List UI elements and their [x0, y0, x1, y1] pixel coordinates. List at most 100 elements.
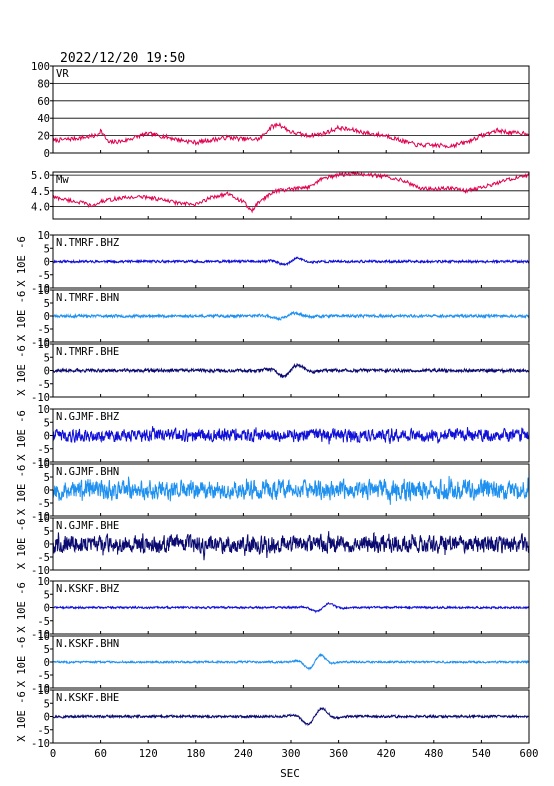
series-line [52, 653, 530, 671]
y-tick-label: 10 [37, 230, 50, 242]
series-line [52, 256, 530, 267]
y-tick-label: 0 [44, 366, 50, 378]
panel-name-label: N.KSKF.BHE [56, 692, 119, 704]
y-tick-label: -10 [31, 565, 50, 577]
y-tick-label: 20 [37, 131, 50, 143]
y-tick-label: 5 [44, 472, 50, 484]
y-tick-label: 0 [44, 657, 50, 669]
panel-frame [52, 65, 530, 154]
y-tick-label: 0 [44, 311, 50, 323]
y-tick-label: 10 [37, 404, 50, 416]
y-tick-label: 5 [44, 243, 50, 255]
series-line [52, 707, 530, 727]
y-tick-label: -10 [31, 629, 50, 641]
y-tick-label: 4.5 [31, 186, 50, 198]
y-axis-label: X 10E -6 [16, 410, 28, 461]
y-tick-label: -10 [31, 283, 50, 295]
x-tick-label: 420 [377, 748, 396, 760]
panel-name-label: N.GJMF.BHZ [56, 411, 119, 423]
panel-name-label: N.KSKF.BHN [56, 638, 119, 650]
panel-name-label: N.TMRF.BHE [56, 346, 119, 358]
panel-2: 4.0 4.5 5.0 Mw [31, 170, 530, 220]
x-axis-ticks: 0 60 120 180 240 300 360 420 480 540 600 [50, 748, 539, 760]
y-tick-label: 10 [37, 685, 50, 697]
y-tick-label: 10 [37, 459, 50, 471]
y-tick-label: -10 [31, 683, 50, 695]
y-tick-label: -5 [37, 444, 50, 456]
series-line [52, 426, 530, 445]
y-axis-label: X 10E -6 [16, 519, 28, 570]
y-tick-label: 80 [37, 78, 50, 90]
y-tick-label: 10 [37, 576, 50, 588]
y-tick-label: 5 [44, 352, 50, 364]
x-tick-label: 240 [234, 748, 253, 760]
y-tick-label: -10 [31, 392, 50, 404]
series-line [52, 310, 530, 321]
y-tick-label: -5 [37, 498, 50, 510]
x-tick-label: 300 [282, 748, 301, 760]
series-line [52, 170, 530, 214]
y-tick-label: 0 [44, 712, 50, 724]
y-tick-label: -5 [37, 324, 50, 336]
panel-name-label: VR [56, 68, 69, 80]
series-line [52, 362, 530, 379]
x-tick-label: 540 [472, 748, 491, 760]
panel-1: 0 20 40 60 80 100 VR [31, 61, 530, 160]
y-tick-label: 60 [37, 96, 50, 108]
x-tick-label: 0 [50, 748, 56, 760]
y-tick-label: 10 [37, 285, 50, 297]
y-tick-label: 5 [44, 698, 50, 710]
y-tick-label: 5 [44, 526, 50, 538]
y-tick-label: 10 [37, 631, 50, 643]
y-tick-label: -10 [31, 511, 50, 523]
y-tick-label: 0 [44, 257, 50, 269]
y-tick-label: 0 [44, 431, 50, 443]
y-tick-label: -5 [37, 552, 50, 564]
y-tick-label: 5 [44, 589, 50, 601]
y-tick-label: 4.0 [31, 201, 50, 213]
y-tick-label: 5 [44, 298, 50, 310]
y-tick-label: -5 [37, 670, 50, 682]
y-tick-label: 10 [37, 339, 50, 351]
y-tick-label: 100 [31, 61, 50, 73]
x-tick-label: 180 [186, 748, 205, 760]
panel-name-label: N.TMRF.BHN [56, 292, 119, 304]
panel-name-label: N.GJMF.BHE [56, 520, 119, 532]
x-tick-label: 60 [94, 748, 107, 760]
y-tick-label: -5 [37, 270, 50, 282]
panel-name-label: N.KSKF.BHZ [56, 583, 119, 595]
panel-name-label: Mw [56, 174, 69, 186]
y-tick-label: -5 [37, 379, 50, 391]
x-tick-label: 120 [139, 748, 158, 760]
x-axis-label: SEC [280, 767, 300, 780]
y-tick-label: -10 [31, 337, 50, 349]
y-tick-label: 40 [37, 113, 50, 125]
series-line [52, 121, 530, 149]
y-tick-label: -10 [31, 457, 50, 469]
y-tick-label: 0 [44, 539, 50, 551]
y-axis-label: X 10E -6 [16, 637, 28, 688]
y-tick-label: 5 [44, 417, 50, 429]
y-tick-label: 0 [44, 603, 50, 615]
y-axis-label: X 10E -6 [16, 345, 28, 396]
y-tick-label: -10 [31, 738, 50, 750]
panel-name-label: N.GJMF.BHN [56, 466, 119, 478]
y-tick-label: 0 [44, 485, 50, 497]
y-tick-label: -5 [37, 725, 50, 737]
y-axis-label: X 10E -6 [16, 691, 28, 742]
series-line [52, 602, 530, 614]
panel-frame [52, 171, 530, 220]
y-axis-label: X 10E -6 [16, 582, 28, 633]
y-axis-label: X 10E -6 [16, 236, 28, 287]
series-line [52, 475, 530, 505]
y-tick-label: 10 [37, 513, 50, 525]
